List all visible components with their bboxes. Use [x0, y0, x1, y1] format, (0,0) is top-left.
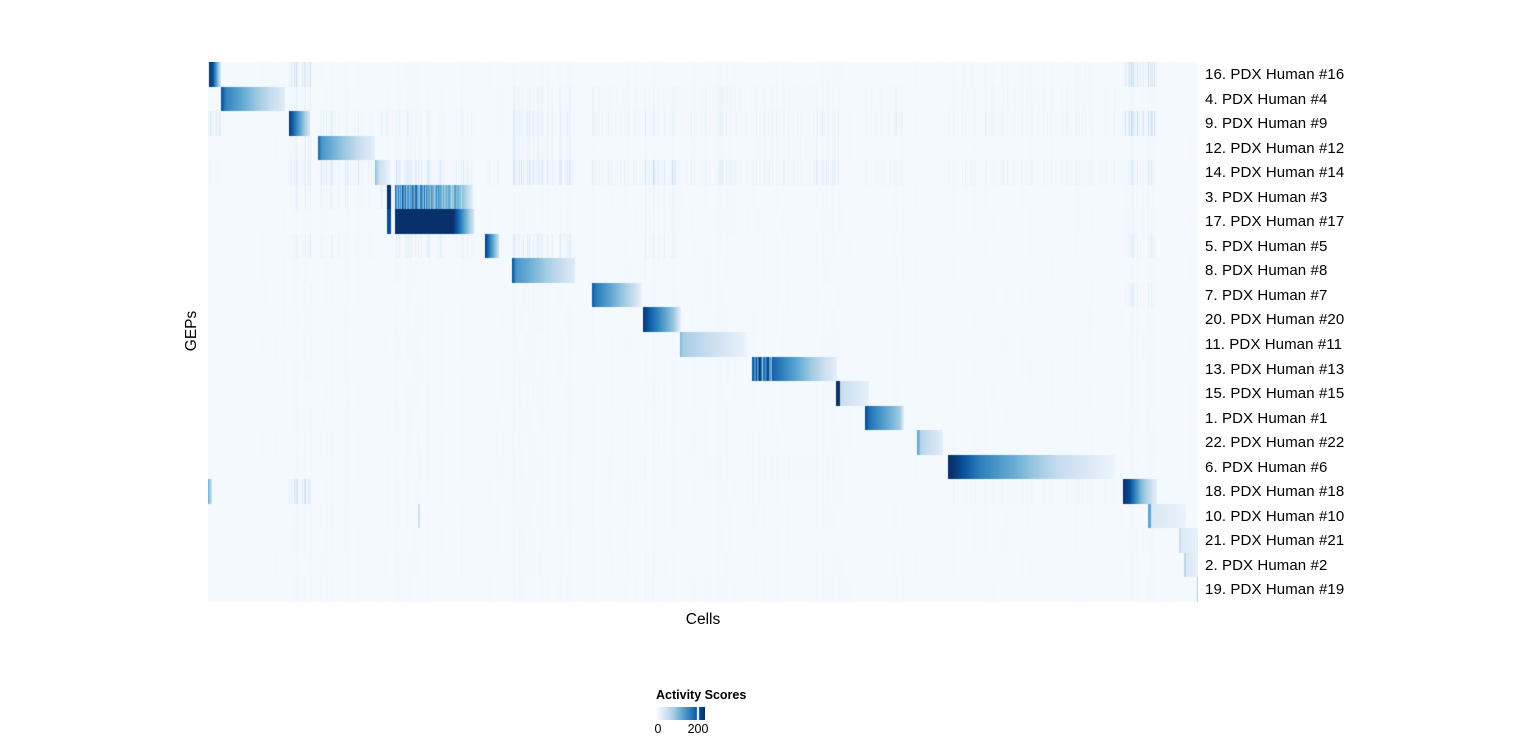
row-label: 1. PDX Human #1 — [1205, 409, 1328, 427]
legend-ticks: 0 200 — [654, 722, 796, 737]
row-label: 12. PDX Human #12 — [1205, 139, 1345, 157]
legend-tick-label-200: 200 — [687, 722, 709, 736]
row-label: 7. PDX Human #7 — [1205, 286, 1328, 304]
y-axis-label: GEPs — [183, 310, 200, 352]
row-label: 17. PDX Human #17 — [1205, 213, 1345, 231]
legend-tick-label-min: 0 — [654, 722, 662, 736]
row-label: 8. PDX Human #8 — [1205, 262, 1328, 280]
row-label: 22. PDX Human #22 — [1205, 434, 1345, 452]
row-label: 5. PDX Human #5 — [1205, 237, 1328, 255]
row-label: 20. PDX Human #20 — [1205, 311, 1345, 329]
row-label: 9. PDX Human #9 — [1205, 115, 1328, 133]
row-label: 15. PDX Human #15 — [1205, 385, 1345, 403]
legend: Activity Scores 0 200 — [654, 688, 796, 737]
row-label: 6. PDX Human #6 — [1205, 458, 1328, 476]
row-label: 2. PDX Human #2 — [1205, 556, 1328, 574]
row-label: 21. PDX Human #21 — [1205, 532, 1345, 550]
x-axis-label: Cells — [685, 611, 721, 628]
legend-colorbar — [656, 707, 705, 720]
legend-title: Activity Scores — [656, 688, 747, 702]
row-label: 4. PDX Human #4 — [1205, 90, 1328, 108]
row-label: 10. PDX Human #10 — [1205, 507, 1345, 525]
row-label: 13. PDX Human #13 — [1205, 360, 1345, 378]
row-label: 19. PDX Human #19 — [1205, 581, 1345, 599]
row-label: 16. PDX Human #16 — [1205, 66, 1345, 83]
row-label: 3. PDX Human #3 — [1205, 188, 1328, 206]
row-label: 18. PDX Human #18 — [1205, 483, 1345, 501]
row-label: 14. PDX Human #14 — [1205, 164, 1345, 182]
heatmap — [208, 62, 1198, 602]
row-label: 11. PDX Human #11 — [1205, 336, 1343, 353]
